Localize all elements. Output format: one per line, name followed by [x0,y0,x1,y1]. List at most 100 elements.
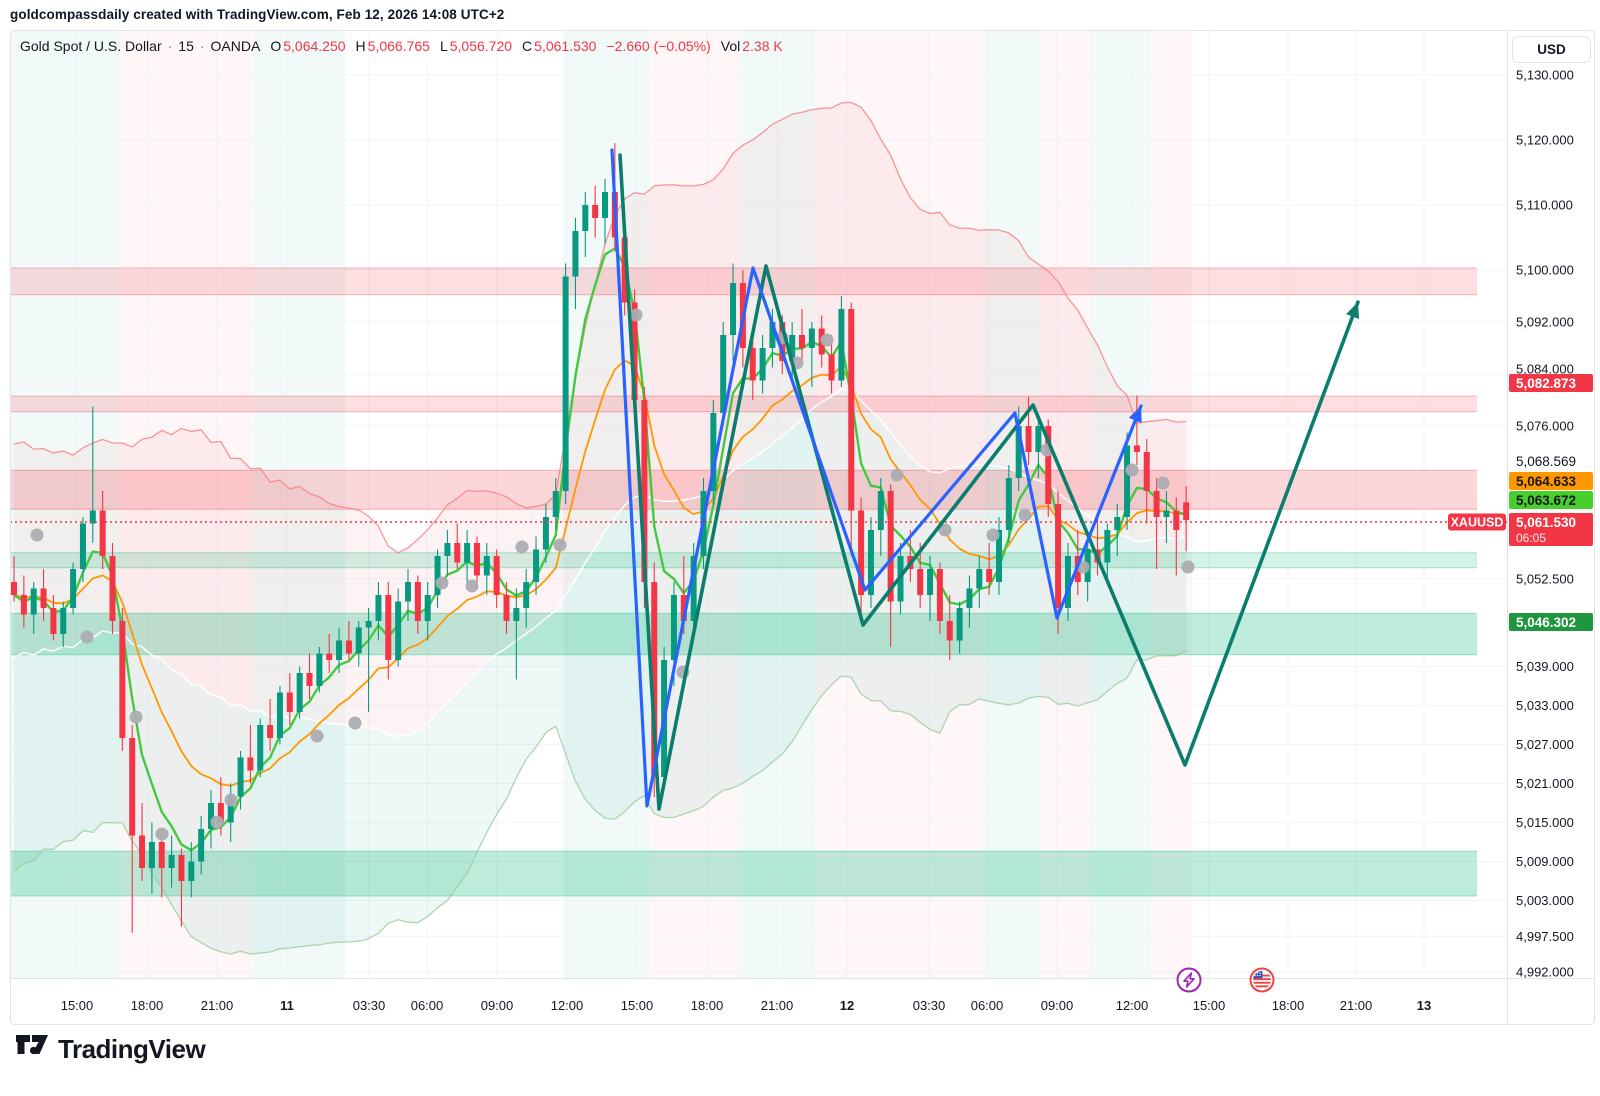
candle-body [602,192,608,218]
candle-body [60,608,67,634]
time-tick-label: 21:00 [1340,998,1373,1013]
power-event-icon[interactable] [1176,967,1202,993]
price-tag-label: 5,068.569 [1516,454,1576,469]
moving-averages [13,247,1187,852]
close-label: C [522,38,533,54]
teal-projection-zigzag[interactable] [618,153,1360,811]
candle-body [562,276,569,491]
candle-body [395,601,402,660]
time-tick-label: 21:00 [761,998,794,1013]
price-tick-label: 5,033.000 [1516,698,1574,713]
chart-legend: Gold Spot / U.S. Dollar · 15 · OANDA O 5… [20,38,783,54]
interval-label[interactable]: 15 [178,38,194,54]
price-tick-label: 5,120.000 [1516,133,1574,148]
volume-label: Vol [720,38,741,54]
price-tick-label: 5,092.000 [1516,315,1574,330]
symbol-title[interactable]: Gold Spot / U.S. Dollar [20,38,162,54]
gray-signal-dot [465,579,479,593]
candle-body [454,543,461,563]
candle-body [70,569,77,608]
time-tick-label: 13 [1417,998,1431,1013]
price-tag [1509,374,1593,392]
candle-body [572,231,579,277]
price-tick-label: 5,052.500 [1516,571,1574,586]
candle-body [208,803,214,829]
time-tick-label: 09:00 [1041,998,1074,1013]
candle-body [385,595,392,660]
candle-body [887,491,894,602]
candle-body [473,543,480,576]
candle-body [503,595,510,621]
candle-body [710,413,717,491]
us-economic-event-icon[interactable] [1249,967,1275,993]
candle-body [89,510,96,524]
candle-body [20,595,27,615]
demand-zone-5044[interactable] [10,613,1477,655]
candle-body [966,588,973,608]
supply-zone-5066[interactable] [10,470,1477,510]
candle-body [148,842,155,868]
close-value: 5,061.530 [534,38,597,54]
price-tick-label: 5,003.000 [1516,893,1574,908]
candle-body [1153,491,1160,517]
blue-projection-zigzag-arrowhead [1128,406,1142,423]
candle-body [592,205,599,218]
price-axis[interactable]: 5,130.000 5,120.000 5,110.000 5,100.000 5,09… [1448,30,1593,1025]
open-value: 5,064.250 [283,38,346,54]
demand-zone-5007[interactable] [10,851,1477,896]
session-stripe [563,30,650,978]
currency-toggle-button[interactable]: USD [1512,36,1591,63]
candle-body [405,582,411,602]
gray-signal-dot [1125,463,1139,477]
time-tick-label: 15:00 [1193,998,1226,1013]
price-tag [1509,472,1593,490]
exchange-label[interactable]: OANDA [210,38,261,54]
current-price-tag [1509,513,1593,546]
blue-projection-zigzag[interactable] [610,148,1143,808]
time-axis[interactable]: 15:00 18:00 21:00 11 03:30 06:00 09:00 12:00 15:… [10,978,1595,1014]
time-tick-label: 12:00 [1116,998,1149,1013]
candle-body [306,673,313,686]
candle-body [1183,502,1190,521]
time-tick-label: 18:00 [691,998,724,1013]
candle-body [523,582,530,608]
demand-zone-5055[interactable] [10,552,1477,568]
session-stripes [10,30,1192,978]
symbol-price-flag-label: XAUUSD [1451,516,1504,530]
candle-body [651,582,658,777]
candle-body [1005,478,1012,530]
candle-body [444,543,451,556]
tradingview-logo[interactable]: TradingView [15,1033,206,1065]
session-stripe [985,30,1040,978]
event-markers[interactable] [1176,967,1275,993]
candle-body [168,855,175,868]
bar-countdown: 06:05 [1516,531,1546,545]
candle-body [828,354,835,381]
supply-zone-5080[interactable] [10,396,1477,412]
candle-body [749,348,756,381]
candle-body [1055,504,1062,608]
candle-body [956,608,963,641]
candle-body [641,400,648,582]
candle-body [424,595,431,621]
gray-signal-dot [1156,476,1170,490]
candle-body [296,673,303,712]
price-tag [1509,491,1593,509]
session-stripe [10,30,120,978]
gray-signal-dot [80,630,94,644]
candle-body [11,582,17,595]
tradingview-mark-icon [16,1035,48,1055]
candle-body [838,309,845,381]
candle-body [946,621,953,641]
candles[interactable] [11,143,1190,933]
candle-body [119,621,126,738]
candle-body [40,588,47,608]
candle-body [542,517,549,550]
candle-body [434,556,441,595]
price-tag-label: 5,082.873 [1516,376,1577,391]
low-label: L [439,38,448,54]
candle-body [483,556,490,576]
candle-body [1025,426,1032,452]
candle-body [414,582,421,621]
